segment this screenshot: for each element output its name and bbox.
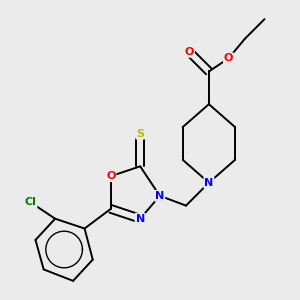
Text: N: N (204, 178, 214, 188)
Text: S: S (136, 129, 144, 139)
Text: Cl: Cl (25, 197, 37, 207)
Text: O: O (224, 53, 233, 63)
Text: O: O (106, 171, 116, 181)
Text: N: N (136, 214, 145, 224)
Text: N: N (155, 191, 164, 201)
Text: O: O (184, 47, 194, 57)
